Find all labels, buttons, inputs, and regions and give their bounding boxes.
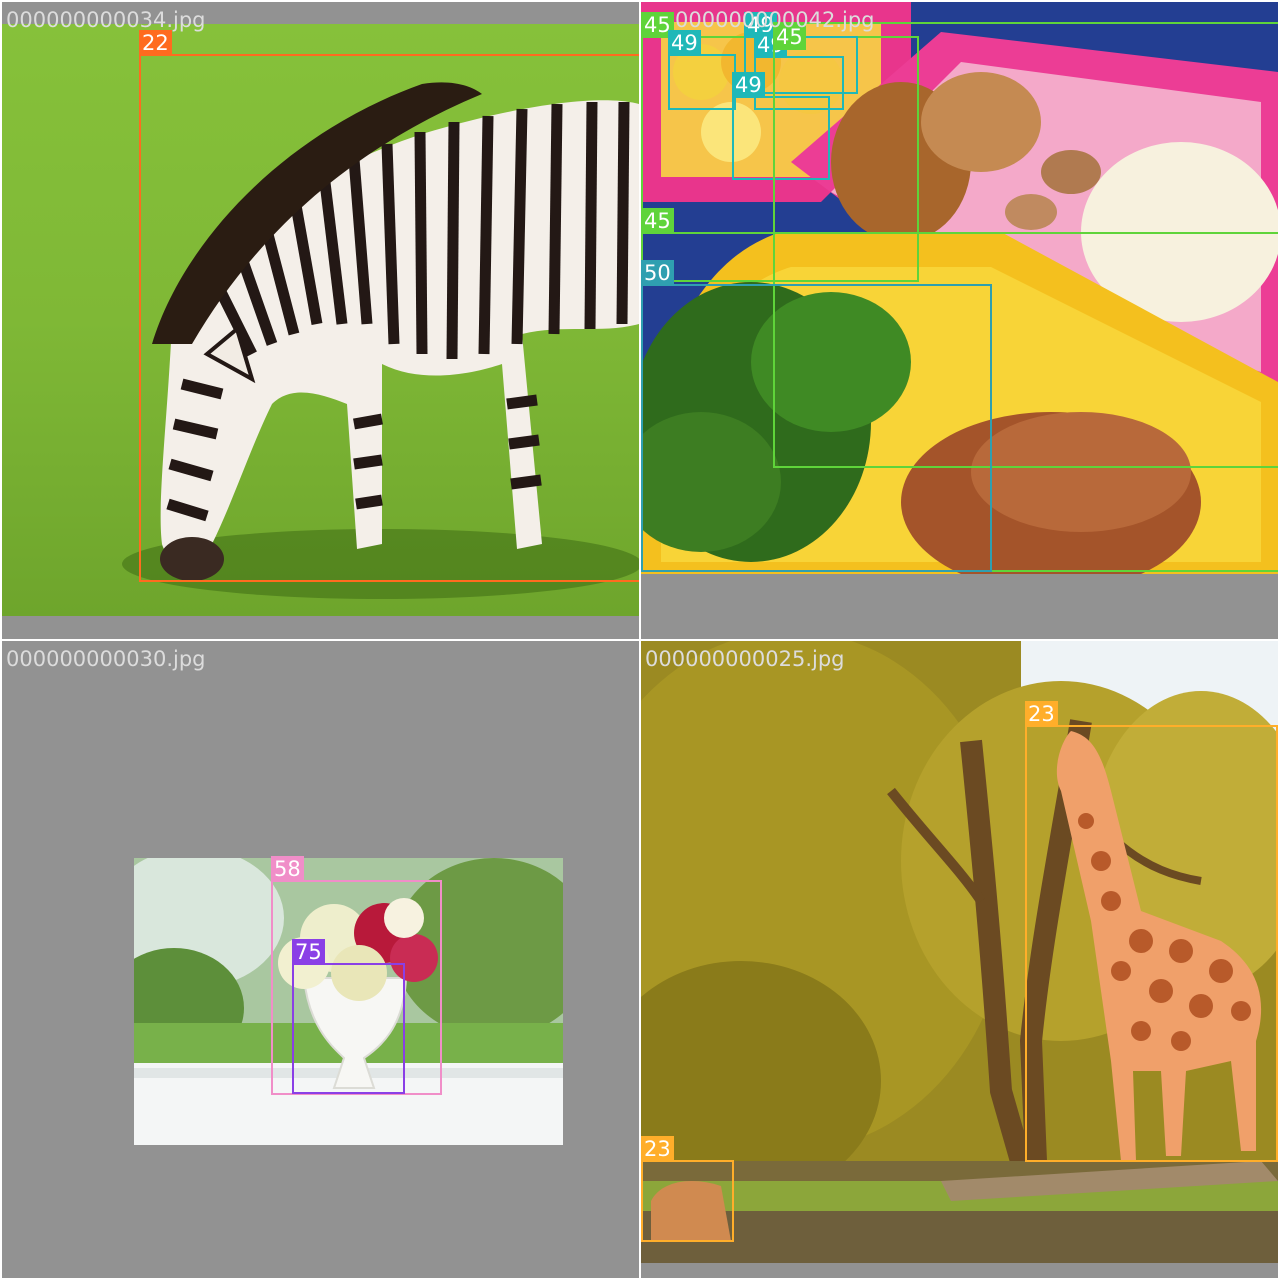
- image-filename: 000000000042.jpg: [675, 8, 875, 32]
- giraffe-illustration: [641, 641, 1278, 1263]
- detection-box: 23: [641, 1136, 734, 1242]
- detection-box: 22: [139, 30, 639, 582]
- food-photo: [641, 2, 1278, 574]
- class-id-label: 23: [641, 1136, 674, 1162]
- detection-box: 49: [732, 72, 830, 180]
- image-filename: 000000000034.jpg: [6, 8, 206, 32]
- class-id-label: 22: [139, 30, 172, 56]
- class-id-label: 58: [271, 856, 304, 882]
- mosaic-tile-zebra: 000000000034.jpg 22: [2, 2, 639, 639]
- image-filename: 000000000025.jpg: [645, 647, 845, 671]
- zebra-photo: [2, 24, 639, 616]
- vase-illustration: [134, 858, 563, 1145]
- detection-box: 75: [292, 939, 405, 1094]
- class-id-label: 45: [641, 208, 674, 234]
- class-id-label: 23: [1025, 701, 1058, 727]
- class-id-label: 49: [668, 30, 701, 56]
- class-id-label: 49: [732, 72, 765, 98]
- detection-box: 23: [1025, 701, 1278, 1162]
- mosaic-tile-vase: 000000000030.jpg 58 75: [2, 641, 639, 1278]
- detection-box: 50: [641, 260, 992, 572]
- class-id-label: 45: [773, 24, 806, 50]
- vase-photo: [134, 858, 563, 1145]
- class-id-label: 50: [641, 260, 674, 286]
- detection-box: 45: [773, 22, 1278, 468]
- mosaic-tile-food: 000000000042.jpg 45 49 49 49 49 45 45 50: [641, 2, 1278, 639]
- image-filename: 000000000030.jpg: [6, 647, 206, 671]
- food-illustration: [641, 2, 1278, 574]
- mosaic-tile-giraffe: 000000000025.jpg 23 23: [641, 641, 1278, 1278]
- detection-box: 49: [668, 30, 736, 110]
- class-id-label: 75: [292, 939, 325, 965]
- detection-box: 58: [271, 856, 442, 1095]
- giraffe-photo: [641, 641, 1278, 1263]
